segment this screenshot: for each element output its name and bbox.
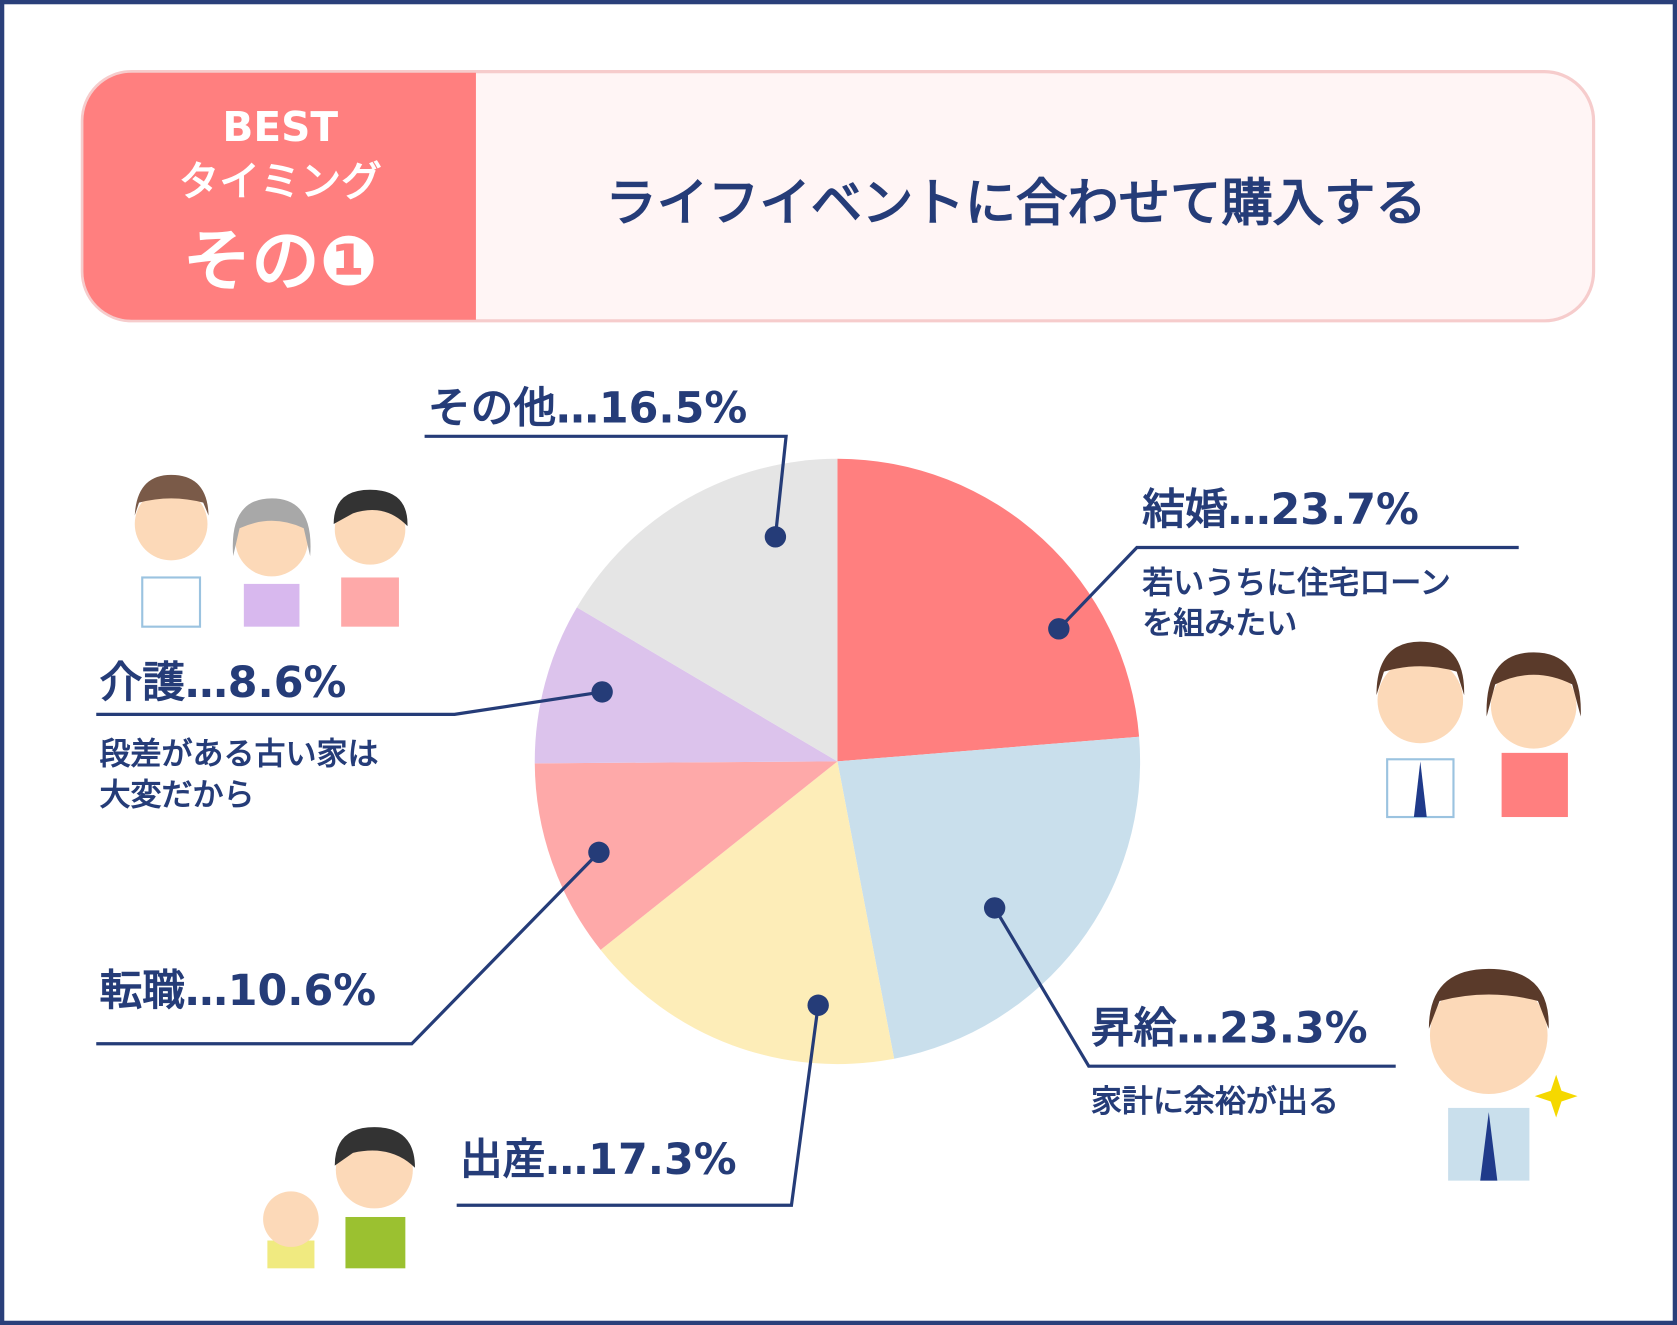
category-name: その他 — [428, 383, 556, 433]
leader-dot — [588, 841, 610, 864]
category-name: 転職 — [99, 966, 185, 1016]
slice-label: その他…16.5% — [428, 383, 747, 433]
value-label: …17.3% — [545, 1135, 736, 1185]
leader-line — [96, 690, 603, 716]
category-name: 出産 — [460, 1135, 546, 1185]
category-name: 昇給 — [1091, 1004, 1177, 1054]
slice-label: 出産…17.3% — [460, 1135, 737, 1185]
slice-note: を組みたい — [1142, 606, 1297, 642]
illustration-birth — [263, 1127, 415, 1269]
badge-middle: タイミング — [179, 158, 382, 206]
pie-slice — [837, 736, 1141, 1059]
illustration-raise — [1428, 968, 1578, 1181]
leader-dot — [591, 681, 613, 703]
leader-line — [96, 851, 601, 1046]
pie-slice — [600, 761, 895, 1065]
slice-note: 若いうちに住宅ローン — [1142, 566, 1450, 602]
value-label: …23.3% — [1176, 1004, 1367, 1054]
value-label: …8.6% — [185, 658, 346, 708]
slice-note: 家計に余裕が出る — [1091, 1084, 1339, 1120]
category-name: 介護 — [99, 658, 185, 708]
leader-dot — [1048, 618, 1070, 640]
pie — [534, 458, 1141, 1065]
slice-note: 大変だから — [99, 777, 254, 813]
leader-line — [424, 434, 788, 538]
leader-line — [993, 907, 1396, 1068]
header-title: ライフイベントに合わせて購入する — [605, 173, 1426, 233]
value-label: …10.6% — [185, 966, 376, 1016]
value-label: …23.7% — [1228, 485, 1419, 535]
illustration-family — [134, 474, 408, 628]
slice-label: 結婚…23.7% — [1142, 485, 1419, 535]
leader-line — [456, 1005, 820, 1207]
category-name: 結婚 — [1142, 485, 1228, 535]
leader-dot — [764, 526, 787, 548]
slice-label: 昇給…23.3% — [1091, 1004, 1368, 1054]
illustration-couple — [1376, 641, 1581, 819]
slice-label: 転職…10.6% — [99, 966, 376, 1016]
header-badge — [83, 72, 476, 320]
slice-note: 段差がある古い家は — [99, 737, 378, 773]
leader-line — [1057, 545, 1519, 630]
value-label: …16.5% — [556, 383, 747, 433]
leader-dot — [807, 994, 829, 1016]
badge-top: BEST — [222, 103, 338, 151]
leader-dot — [983, 897, 1006, 919]
badge-bottom: その❶ — [183, 221, 378, 301]
slice-label: 介護…8.6% — [99, 658, 346, 708]
pie-slice — [534, 761, 838, 950]
pie-slice — [837, 458, 1140, 762]
pie-slice — [534, 607, 838, 764]
